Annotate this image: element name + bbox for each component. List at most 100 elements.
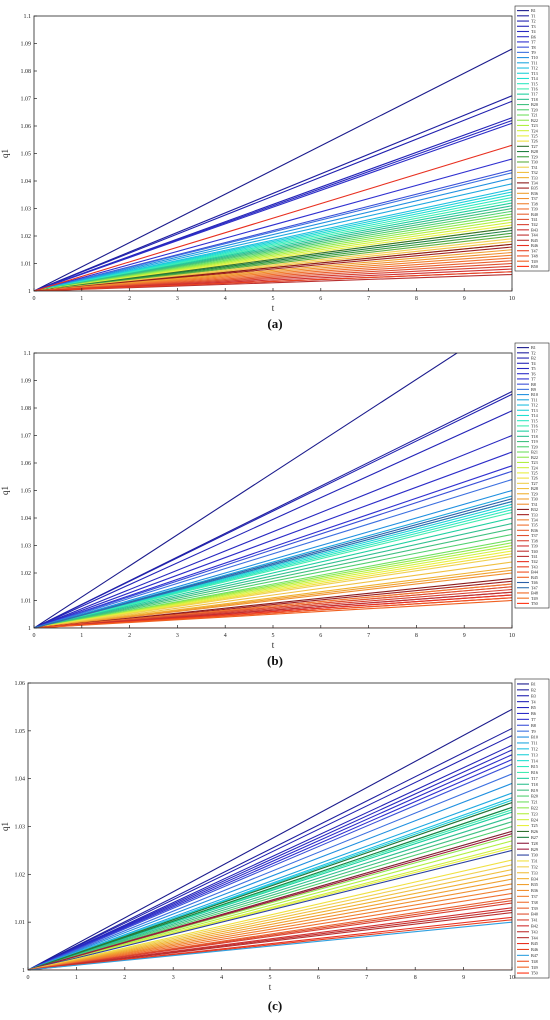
legend-entry-T3: T3 bbox=[531, 24, 536, 29]
legend-entry-B44: B44 bbox=[531, 570, 539, 575]
y-tick-label: 1.01 bbox=[21, 599, 32, 605]
panel-label: (a) bbox=[267, 316, 282, 331]
series-line-B34 bbox=[28, 873, 512, 970]
legend-entry-T13: T13 bbox=[531, 408, 538, 413]
legend-entry-T4: T4 bbox=[531, 361, 537, 366]
legend-entry-T27: T27 bbox=[531, 481, 538, 486]
legend-entry-T5: T5 bbox=[531, 366, 536, 371]
legend-entry-T28: T28 bbox=[531, 841, 538, 846]
legend-entry-T39: T39 bbox=[531, 906, 538, 911]
legend-entry-T24: T24 bbox=[531, 465, 539, 470]
legend-entry-B5: B5 bbox=[531, 705, 536, 710]
x-tick-label: 3 bbox=[176, 296, 179, 302]
y-tick-label: 1.1 bbox=[24, 14, 32, 20]
legend-entry-B45: B45 bbox=[531, 575, 538, 580]
x-tick-label: 1 bbox=[75, 975, 78, 981]
legend-entry-T48: T48 bbox=[531, 254, 538, 259]
series-line-T20 bbox=[34, 533, 512, 628]
y-tick-label: 1.02 bbox=[15, 872, 26, 878]
legend-entry-B36: B36 bbox=[531, 191, 538, 196]
legend-entry-B35: B35 bbox=[531, 186, 538, 191]
series-line-B1 bbox=[34, 353, 459, 628]
legend-entry-B24: B24 bbox=[531, 817, 539, 822]
legend-entry-T25: T25 bbox=[531, 823, 538, 828]
legend-entry-T17: T17 bbox=[531, 92, 538, 97]
y-tick-label: 1.09 bbox=[21, 42, 32, 48]
y-tick-label: 1.09 bbox=[21, 379, 32, 385]
series-line-T32 bbox=[28, 864, 512, 970]
legend-entry-T23: T23 bbox=[531, 460, 538, 465]
x-tick-label: 10 bbox=[509, 975, 515, 981]
y-tick-label: 1.1 bbox=[24, 351, 32, 357]
legend-entry-T38: T38 bbox=[531, 538, 538, 543]
legend-entry-T11: T11 bbox=[531, 741, 538, 746]
legend-entry-B2: B2 bbox=[531, 356, 536, 361]
legend-entry-B27: B27 bbox=[531, 835, 538, 840]
legend-entry-B21: B21 bbox=[531, 450, 538, 455]
series-line-T11 bbox=[34, 183, 512, 291]
y-axis-label: q1 bbox=[0, 822, 10, 831]
y-tick-label: 1.05 bbox=[21, 152, 32, 158]
x-tick-label: 0 bbox=[27, 975, 30, 981]
legend-entry-B3: B3 bbox=[531, 693, 536, 698]
legend-entry-T46: T46 bbox=[531, 580, 538, 585]
legend-entry-T29: T29 bbox=[531, 154, 538, 159]
series-line-B29 bbox=[28, 833, 512, 970]
legend-entry-B22: B22 bbox=[531, 455, 538, 460]
x-tick-label: 5 bbox=[269, 975, 272, 981]
legend-entry-T14: T14 bbox=[531, 413, 539, 418]
x-tick-label: 0 bbox=[33, 296, 36, 302]
series-group bbox=[34, 353, 512, 628]
legend-entry-T7: T7 bbox=[531, 377, 536, 382]
x-axis-label: t bbox=[272, 303, 275, 313]
legend-entry-T12: T12 bbox=[531, 746, 538, 751]
series-line-B9 bbox=[34, 478, 512, 628]
panel-label: (b) bbox=[267, 653, 283, 668]
legend-entry-T23: T23 bbox=[531, 811, 538, 816]
series-line-B19 bbox=[28, 821, 512, 970]
y-tick-label: 1.03 bbox=[21, 544, 32, 550]
legend-entry-T42: T42 bbox=[531, 222, 538, 227]
legend-entry-T23: T23 bbox=[531, 123, 538, 128]
y-tick-label: 1.07 bbox=[21, 97, 32, 103]
legend-entry-T16: T16 bbox=[531, 87, 538, 92]
legend-entry-T41: T41 bbox=[531, 554, 538, 559]
x-tick-label: 0 bbox=[33, 633, 36, 639]
y-tick-label: 1.08 bbox=[21, 406, 32, 412]
legend-entry-T11: T11 bbox=[531, 60, 538, 65]
legend-entry-B45: B45 bbox=[531, 238, 538, 243]
legend-entry-T34: T34 bbox=[531, 180, 539, 185]
y-tick-label: 1.06 bbox=[15, 681, 26, 687]
legend-entry-T12: T12 bbox=[531, 403, 538, 408]
legend-entry-T33: T33 bbox=[531, 870, 538, 875]
legend-entry-T21: T21 bbox=[531, 113, 538, 118]
series-line-T1 bbox=[34, 95, 512, 291]
legend: B1B2B3T4B5B6T7B8T9B10T11T12T13T14B15B16T… bbox=[514, 678, 550, 979]
series-line-T41 bbox=[28, 902, 512, 970]
legend-entry-B32: B32 bbox=[531, 507, 538, 512]
y-tick-label: 1.04 bbox=[21, 516, 32, 522]
legend-entry-B10: B10 bbox=[531, 392, 538, 397]
legend-entry-T18: T18 bbox=[531, 97, 538, 102]
x-tick-label: 1 bbox=[80, 296, 83, 302]
series-line-T7 bbox=[34, 465, 512, 628]
legend-entry-B10: B10 bbox=[531, 735, 538, 740]
series-line-B10 bbox=[34, 489, 512, 628]
legend-entry-T9: T9 bbox=[531, 50, 536, 55]
series-line-T47 bbox=[34, 500, 512, 628]
legend-box bbox=[514, 5, 550, 272]
series-line-T18 bbox=[34, 522, 512, 628]
y-axis-label: q1 bbox=[0, 149, 10, 158]
y-tick-label: 1.06 bbox=[21, 461, 32, 467]
x-tick-label: 9 bbox=[463, 633, 466, 639]
x-tick-label: 4 bbox=[224, 296, 227, 302]
legend-entry-T4: T4 bbox=[531, 29, 537, 34]
series-line-T47 bbox=[34, 271, 512, 291]
legend-entry-T31: T31 bbox=[531, 502, 538, 507]
x-tick-label: 1 bbox=[80, 633, 83, 639]
series-line-T31 bbox=[34, 572, 512, 628]
series-line-T4 bbox=[28, 744, 512, 970]
series-line-B8 bbox=[34, 470, 512, 628]
legend-entry-B28: B28 bbox=[531, 149, 538, 154]
legend-entry-T40: T40 bbox=[531, 549, 538, 554]
